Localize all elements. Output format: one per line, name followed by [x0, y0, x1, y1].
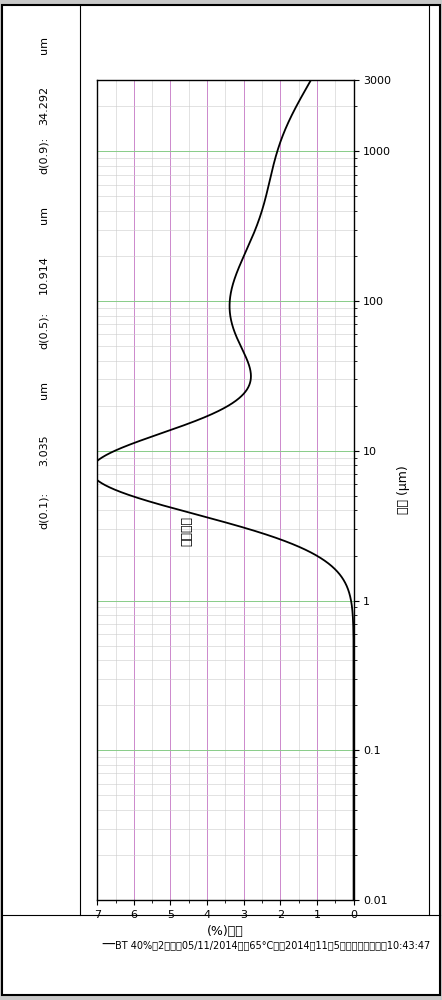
Text: 10.914: 10.914 [39, 256, 49, 294]
Y-axis label: 粒度 (μm): 粒度 (μm) [397, 466, 410, 514]
Text: 34.292: 34.292 [39, 85, 49, 125]
Text: 3.035: 3.035 [39, 434, 49, 466]
Text: d(0.1):: d(0.1): [39, 491, 49, 529]
Text: d(0.9):: d(0.9): [39, 136, 49, 174]
Text: 粒度分布: 粒度分布 [180, 516, 194, 546]
X-axis label: (%)频率: (%)频率 [207, 925, 244, 938]
Text: um: um [39, 381, 49, 399]
Text: —: — [102, 938, 115, 952]
Text: um: um [39, 206, 49, 224]
Text: d(0.5):: d(0.5): [39, 311, 49, 349]
Text: um: um [39, 36, 49, 54]
Text: BT 40%第2次通过05/11/2014（油65°C），2014年11月5日，星期三，上午10:43:47: BT 40%第2次通过05/11/2014（油65°C），2014年11月5日，… [115, 940, 430, 950]
